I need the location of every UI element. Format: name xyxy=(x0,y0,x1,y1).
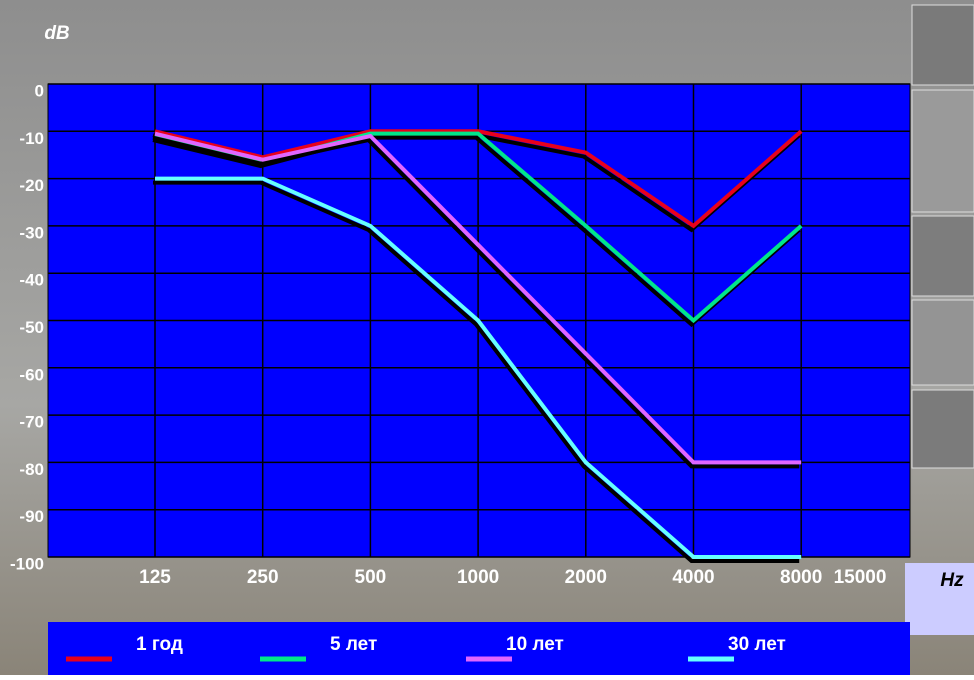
y-tick-label: -60 xyxy=(19,365,44,384)
x-tick-label: 8000 xyxy=(780,567,822,588)
y-tick-label: -50 xyxy=(19,318,44,337)
x-tick-label: 500 xyxy=(355,567,387,588)
x-tick-label: 1000 xyxy=(457,567,499,588)
legend-label: 10 лет xyxy=(506,634,564,655)
legend-label: 30 лет xyxy=(728,634,786,655)
x-tick-label: 2000 xyxy=(565,567,607,588)
y-tick-label: -20 xyxy=(19,176,44,195)
x-tick-label: 125 xyxy=(139,567,171,588)
legend-label: 5 лет xyxy=(330,634,377,655)
y-tick-label: -40 xyxy=(19,271,44,290)
legend-label: 1 год xyxy=(136,634,183,655)
y-tick-label: -30 xyxy=(19,223,44,242)
y-tick-label: -80 xyxy=(19,460,44,479)
y-tick-label: -90 xyxy=(19,507,44,526)
y-tick-label: -10 xyxy=(19,129,44,148)
y-tick-label: -100 xyxy=(10,554,44,573)
x-tick-label: 4000 xyxy=(672,567,714,588)
x-tick-label: 15000 xyxy=(834,567,887,588)
x-tick-label: 250 xyxy=(247,567,279,588)
y-tick-label: 0 xyxy=(35,81,44,100)
chart: dB Hz 0 -10 -20 -30 -40 -50 -60 -70 -80 -90 -100 12… xyxy=(0,0,974,675)
y-tick-label: -70 xyxy=(19,413,44,432)
x-axis-label: Hz xyxy=(940,570,964,591)
y-axis-label: dB xyxy=(44,23,70,44)
